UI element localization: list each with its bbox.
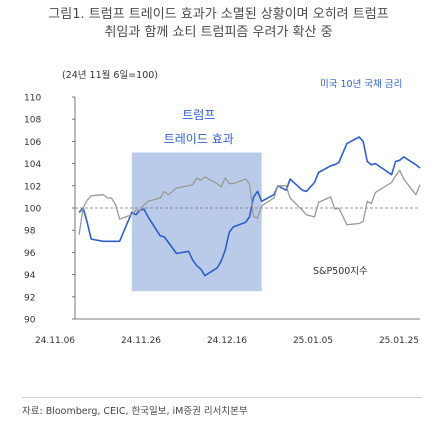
series-label-us10y: 미국 10년 국채 금리 bbox=[320, 79, 402, 90]
shaded-region-layer bbox=[131, 152, 262, 292]
shaded-region bbox=[131, 152, 262, 292]
y-tick-label: 98 bbox=[24, 227, 36, 237]
x-tick-label: 24.11.26 bbox=[121, 336, 161, 346]
series-line-us10y bbox=[78, 136, 421, 277]
axes-layer: 90 92 94 96 98 100 102 104 106 108 110 24.11.06 24.1… bbox=[24, 94, 420, 346]
y-tick-label: 100 bbox=[24, 205, 41, 215]
y-tick-label: 104 bbox=[24, 160, 41, 170]
x-tick-label: 25.01.25 bbox=[379, 336, 419, 346]
shaded-region-label: 트럼프 bbox=[182, 108, 215, 122]
series-label-sp500: S&P500지수 bbox=[313, 266, 368, 277]
y-tick-label: 106 bbox=[24, 138, 41, 148]
index-note: (24년 11월 6일=100) bbox=[62, 69, 158, 81]
source-divider bbox=[22, 397, 422, 398]
x-tick-label: 24.12.16 bbox=[207, 336, 247, 346]
shaded-region-label: 트레이드 효과 bbox=[164, 132, 234, 146]
series-line-sp500 bbox=[78, 169, 421, 235]
y-tick-label: 90 bbox=[24, 316, 36, 326]
y-tick-label: 102 bbox=[24, 182, 41, 192]
title-line-2: 취임과 함께 쇼티 트럼피즘 우려가 확산 중 bbox=[104, 25, 333, 40]
y-tick-label: 92 bbox=[24, 293, 35, 303]
series-layer bbox=[78, 136, 421, 277]
x-tick-label: 25.01.05 bbox=[293, 336, 333, 346]
x-tick-label: 24.11.06 bbox=[35, 336, 75, 346]
y-tick-label: 110 bbox=[24, 94, 41, 104]
source-note: 자료: Bloomberg, CEIC, 한국일보, iM증권 리서치본부 bbox=[22, 406, 248, 417]
chart-title: 그림1. 트럼프 트레이드 효과가 소멸된 상황이며 오히려 트럼프 취임과 함… bbox=[0, 6, 437, 42]
y-tick-label: 96 bbox=[24, 249, 36, 259]
y-tick-label: 108 bbox=[24, 116, 41, 126]
title-line-1: 그림1. 트럼프 트레이드 효과가 소멸된 상황이며 오히려 트럼프 bbox=[48, 7, 389, 22]
y-tick-label: 94 bbox=[24, 271, 36, 281]
